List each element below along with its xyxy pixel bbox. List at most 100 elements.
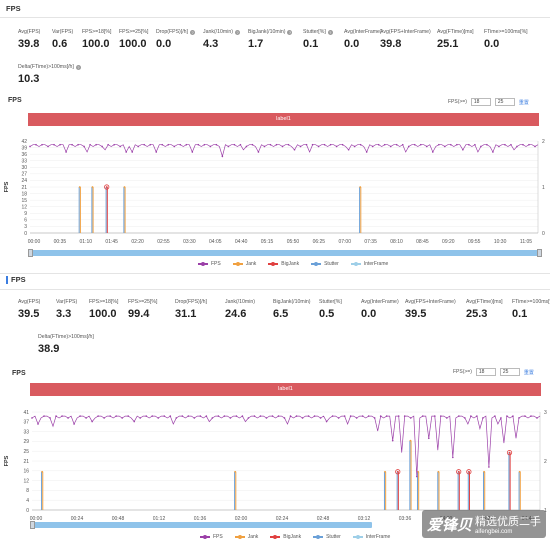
fps-point (205, 415, 208, 417)
y-tick-label: 33 (23, 429, 29, 435)
fps-point (311, 143, 314, 146)
stat-var-fps: Var(FPS) 3.3 (56, 299, 78, 320)
spike-point (396, 470, 399, 473)
legend-item-bigjank[interactable]: BigJank (268, 261, 299, 267)
x-tick-label: 04:05 (209, 239, 222, 245)
fps-point (355, 417, 358, 419)
fps-point (83, 145, 85, 148)
reset-button[interactable]: 重置 (523, 369, 534, 376)
y-tick-label: 25 (23, 449, 29, 455)
x-tick-label: 01:45 (105, 239, 118, 245)
slider-handle-left[interactable] (28, 249, 33, 257)
fps-point (492, 151, 494, 153)
legend-item-interframe[interactable]: InterFrame (350, 261, 388, 267)
fps-point (91, 420, 93, 423)
fps-point (65, 151, 67, 153)
fps-point (85, 417, 87, 419)
fps-point (71, 143, 73, 146)
fps-point (528, 143, 530, 146)
fps-point (407, 145, 410, 148)
stat-value: 100.0 (119, 38, 147, 50)
fps-point (504, 143, 506, 146)
fps-threshold-input-2[interactable]: 25 (494, 98, 515, 106)
fps-point (452, 456, 454, 459)
fps-threshold-input-1[interactable]: 18 (475, 368, 496, 376)
legend-item-jank[interactable]: Jank (232, 261, 256, 267)
stat-value: 0.0 (344, 38, 360, 50)
fps-point (331, 415, 334, 417)
fps-point (101, 145, 103, 148)
label-banner[interactable]: label1 (30, 383, 541, 396)
fps-point (307, 415, 310, 417)
x-tick-label: 02:20 (131, 239, 144, 245)
x-tick-label: 06:25 (313, 239, 326, 245)
fps-threshold-input-1[interactable]: 18 (470, 98, 491, 106)
stat-avg-fps: Avg(FPS) 39.5 (18, 299, 41, 320)
slider-handle-left[interactable] (30, 521, 35, 529)
y-tick-label: 27 (21, 172, 27, 178)
fps-point (145, 415, 148, 417)
legend-item-bigjank[interactable]: BigJank (270, 534, 301, 540)
stat-drop-fps-h: Drop(FPS)[/h] 31.1 (175, 299, 207, 320)
fps-point (367, 415, 370, 417)
reset-button[interactable]: 重置 (518, 99, 529, 106)
help-icon[interactable]: ? (234, 29, 240, 35)
stat-value: 39.5 (18, 308, 40, 320)
legend-item-fps[interactable]: FPS (198, 261, 221, 267)
fps-point (259, 415, 262, 417)
fps-point (211, 417, 214, 419)
fps-point (377, 143, 380, 146)
x-tick-label: 05:15 (261, 239, 274, 245)
stat-value: 25.3 (466, 308, 488, 320)
help-icon[interactable]: ? (190, 29, 195, 35)
legend-item-jank[interactable]: Jank (234, 534, 258, 540)
fps-threshold-controls: FPS(>=) 18 25 重置 (448, 98, 529, 106)
legend-item-stutter[interactable]: Stutter (311, 261, 339, 267)
chart-legend: FPS Jank BigJank Stutter InterFrame (198, 261, 388, 267)
fps-point (275, 143, 278, 146)
fps-threshold-input-2[interactable]: 25 (499, 368, 520, 376)
label-banner[interactable]: label1 (28, 113, 539, 126)
fps-point (115, 415, 117, 417)
legend-item-interframe[interactable]: InterFrame (352, 534, 390, 540)
fps-point (37, 423, 39, 425)
fps-point (395, 143, 398, 146)
bigjank-marker (104, 184, 110, 190)
delta-stat: Delta(FTime)>100ms[/h] 38.9 (38, 334, 94, 355)
y-tick-label: 37 (23, 420, 29, 426)
fps-point (419, 143, 422, 146)
legend-item-fps[interactable]: FPS (200, 534, 223, 540)
x-tick-label: 02:24 (276, 516, 289, 522)
y-axis-label: FPS (4, 455, 10, 466)
y2-tick-label: 3 (544, 410, 547, 416)
x-tick-label: 02:48 (317, 516, 330, 522)
legend-item-stutter[interactable]: Stutter (313, 534, 341, 540)
fps-point (203, 143, 206, 146)
help-icon[interactable]: ? (287, 29, 293, 35)
time-range-slider[interactable] (30, 521, 372, 529)
fps-point (464, 417, 466, 419)
y-tick-label: 42 (21, 139, 27, 145)
fps-point (403, 415, 406, 417)
fps-point (474, 143, 476, 146)
x-tick-label: 08:10 (390, 239, 403, 245)
y2-tick-label: 1 (542, 185, 545, 191)
help-icon[interactable]: ? (327, 29, 333, 35)
stat-fps-18: FPS>=18[%] 100.0 (82, 29, 112, 50)
bigjank-marker (456, 469, 462, 475)
time-range-slider[interactable] (28, 249, 542, 257)
fps-point (530, 415, 532, 417)
fps-point (413, 143, 416, 146)
fps-point (151, 415, 154, 417)
stat-value: 0.1 (512, 308, 528, 320)
x-tick-label: 00:00 (30, 516, 43, 522)
slider-handle-right[interactable] (537, 249, 542, 257)
fps-point (470, 415, 472, 417)
fps-point (139, 417, 142, 419)
help-icon[interactable]: ? (75, 64, 81, 70)
section-title: FPS (6, 4, 21, 13)
fps-point (329, 143, 332, 146)
fps-point (187, 415, 190, 417)
spike-point (105, 186, 108, 188)
